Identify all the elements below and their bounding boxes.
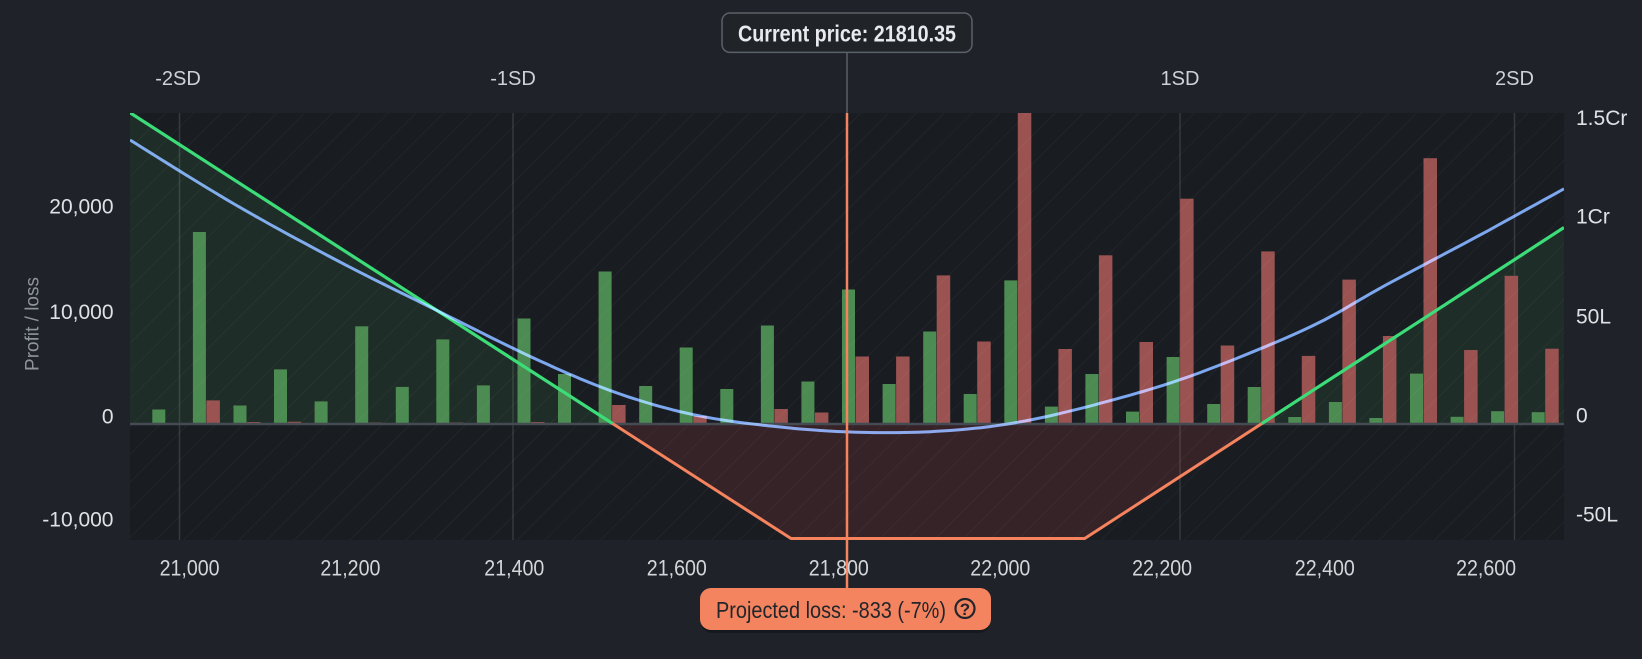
svg-text:1SD: 1SD bbox=[1161, 68, 1200, 90]
svg-text:0: 0 bbox=[1576, 405, 1588, 428]
svg-text:Projected loss: -833 (-7%): Projected loss: -833 (-7%) bbox=[716, 597, 946, 623]
svg-text:50L: 50L bbox=[1576, 306, 1611, 329]
svg-text:22,200: 22,200 bbox=[1132, 556, 1192, 581]
svg-text:-50L: -50L bbox=[1576, 504, 1618, 527]
svg-text:2SD: 2SD bbox=[1495, 68, 1534, 90]
svg-text:20,000: 20,000 bbox=[49, 196, 113, 219]
svg-text:21,200: 21,200 bbox=[320, 556, 380, 581]
svg-text:22,000: 22,000 bbox=[970, 556, 1030, 581]
svg-text:1Cr: 1Cr bbox=[1576, 206, 1610, 229]
svg-text:21,000: 21,000 bbox=[160, 556, 220, 581]
svg-text:10,000: 10,000 bbox=[49, 301, 113, 324]
svg-text:-2SD: -2SD bbox=[155, 68, 201, 90]
svg-text:0: 0 bbox=[102, 406, 114, 429]
svg-text:Profit / loss: Profit / loss bbox=[23, 277, 44, 371]
svg-text:1.5Cr: 1.5Cr bbox=[1576, 107, 1627, 130]
svg-text:22,600: 22,600 bbox=[1456, 556, 1516, 581]
svg-text:?: ? bbox=[960, 600, 970, 619]
svg-text:22,400: 22,400 bbox=[1295, 556, 1355, 581]
svg-text:21,800: 21,800 bbox=[809, 556, 869, 581]
svg-text:-10,000: -10,000 bbox=[42, 509, 113, 532]
svg-text:-1SD: -1SD bbox=[490, 68, 536, 90]
svg-text:21,400: 21,400 bbox=[484, 556, 544, 581]
svg-text:21,600: 21,600 bbox=[647, 556, 707, 581]
svg-text:Current price: 21810.35: Current price: 21810.35 bbox=[738, 21, 956, 47]
